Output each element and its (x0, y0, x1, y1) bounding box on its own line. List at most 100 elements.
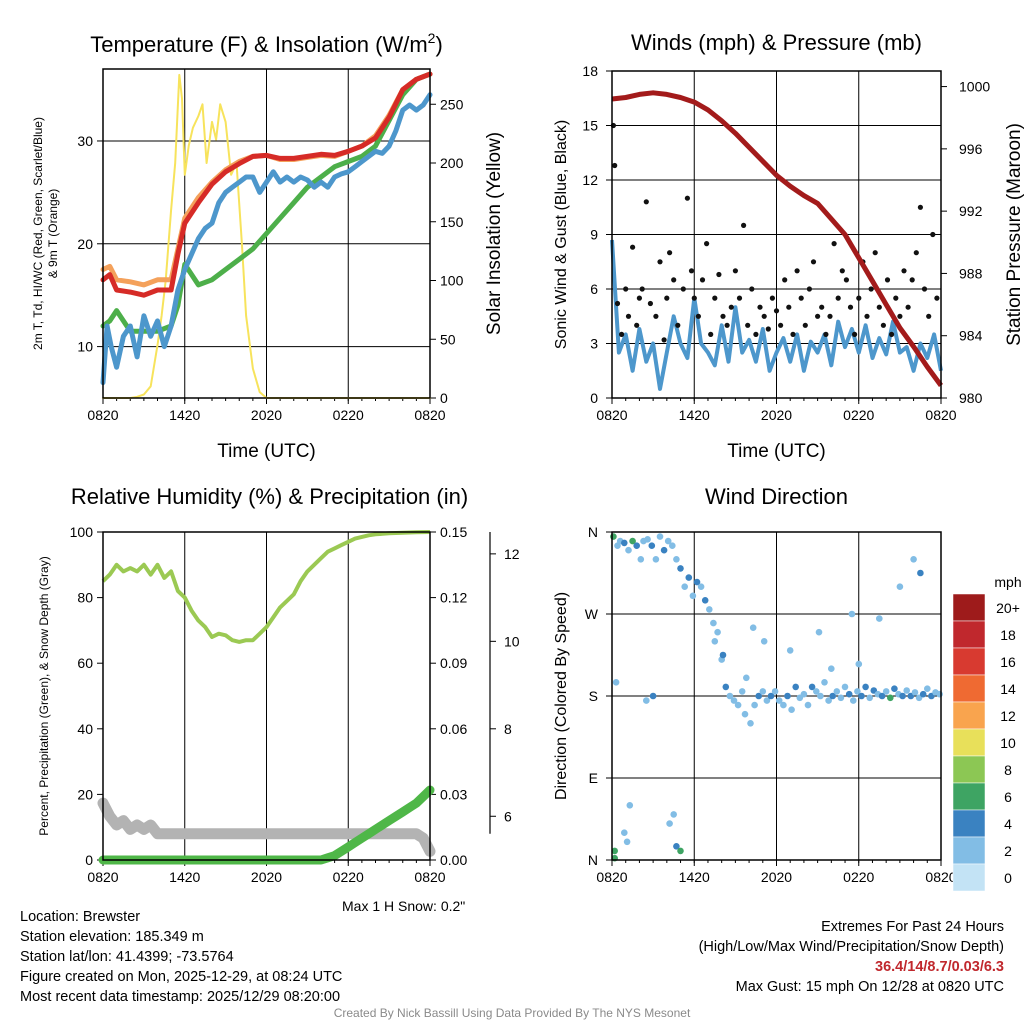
x-tick-label: 0220 (843, 407, 874, 423)
direction-point (741, 710, 749, 718)
direction-point (706, 606, 713, 613)
legend-label: 20+ (996, 600, 1020, 616)
gust-point (815, 313, 821, 319)
extremes-panel: Extremes For Past 24 Hours (High/Low/Max… (699, 917, 1004, 997)
chart-title-superscript: 2 (428, 30, 436, 46)
gust-point (688, 268, 695, 274)
direction-point (936, 690, 943, 698)
gust-point (680, 286, 686, 292)
gust-point (872, 250, 878, 256)
direction-point (669, 542, 676, 549)
gust-point (901, 268, 907, 274)
station-elevation: Station elevation: 185.349 m (20, 929, 204, 945)
gust-point (823, 331, 829, 337)
series-2m-t (100, 71, 433, 298)
series-station-pressure (611, 90, 944, 387)
gust-point (671, 277, 677, 283)
y-axis-label-group: 2m T, Td, HI/WC (Red, Green, Scarlet/Blu… (31, 117, 60, 350)
direction-point (924, 685, 931, 692)
gust-point (930, 231, 936, 238)
y-tick-label: 0 (590, 390, 598, 406)
y-tick-label: 18 (582, 63, 598, 79)
gust-point (790, 331, 796, 337)
y-tick-label: N (588, 852, 598, 868)
gust-point (643, 199, 649, 205)
y2-axis-label: Station Pressure (Maroon) (1004, 123, 1024, 346)
legend-label: 10 (1000, 735, 1016, 751)
direction-point (714, 628, 721, 636)
x-tick-label: 0820 (87, 407, 118, 423)
gust-point (619, 331, 625, 337)
direction-point (825, 697, 832, 704)
legend-swatch (952, 674, 986, 703)
gust-point (657, 259, 663, 265)
max-gust: Max Gust: 15 mph On 12/28 at 0820 UTC (735, 979, 1004, 995)
gust-point (691, 295, 697, 301)
direction-point (755, 692, 762, 700)
y-tick-label: 20 (77, 236, 93, 252)
gust-point (647, 300, 654, 307)
station-location: Location: Brewster (20, 909, 141, 925)
gust-point (741, 222, 747, 228)
direction-point (837, 694, 845, 702)
y-axis-label: Sonic Wind & Gust (Blue, Black) (553, 120, 570, 349)
x-tick-label: 0820 (414, 407, 445, 423)
gust-point (913, 250, 919, 256)
gust-point (749, 286, 755, 292)
direction-point (751, 701, 758, 709)
direction-point (850, 697, 857, 704)
chart-title-end: ) (435, 32, 442, 57)
gust-point (732, 268, 739, 274)
y-tick-label: 9 (590, 227, 598, 243)
legend-swatch (952, 782, 986, 811)
direction-point (697, 583, 705, 590)
gust-point (827, 313, 833, 319)
y2-tick-label: 250 (440, 96, 464, 112)
gust-point (675, 322, 681, 328)
legend-label: 12 (1000, 708, 1016, 724)
gust-point (724, 322, 730, 328)
gust-point (782, 277, 788, 283)
direction-point (738, 688, 746, 695)
direction-point (858, 692, 865, 700)
legend-label: 6 (1004, 789, 1012, 805)
x-tick-label: 1420 (679, 869, 710, 885)
extremes-values: 36.4/14/8.7/0.03/6.3 (875, 959, 1004, 975)
x-tick-label: 0820 (596, 869, 627, 885)
gust-point (720, 313, 726, 319)
direction-point (649, 692, 657, 700)
direction-point (673, 556, 680, 563)
gust-point (884, 277, 891, 283)
direction-point (775, 697, 783, 704)
gust-point (778, 322, 784, 328)
legend-swatch (952, 755, 986, 784)
direction-point (800, 690, 808, 698)
direction-point (623, 838, 631, 846)
gust-point (636, 295, 643, 301)
legend-swatch (952, 836, 986, 865)
legend-title: mph (994, 574, 1021, 590)
gust-point (773, 308, 780, 314)
direction-point (862, 683, 869, 691)
gust-point (612, 162, 618, 169)
direction-point (656, 533, 664, 540)
gust-point (868, 286, 874, 292)
x-axis-label: Time (UTC) (217, 441, 316, 462)
y3-tick-label: 12 (504, 546, 520, 562)
direction-point (660, 546, 668, 554)
gust-point (667, 250, 673, 256)
y-tick-label: 10 (77, 339, 93, 355)
gust-point (843, 277, 850, 283)
series-hi-wc (100, 92, 433, 386)
x-tick-label: 0220 (333, 407, 364, 423)
direction-point (763, 697, 771, 704)
gust-point (695, 313, 702, 319)
figure-created: Figure created on Mon, 2025-12-29, at 08… (20, 969, 343, 985)
y-tick-label: E (589, 770, 598, 786)
direction-point (673, 843, 680, 850)
credit-line: Created By Nick Bassill Using Data Provi… (333, 1006, 691, 1020)
direction-point (652, 556, 660, 563)
legend-swatch (952, 620, 986, 649)
direction-point (767, 692, 775, 700)
gust-point (893, 295, 899, 301)
